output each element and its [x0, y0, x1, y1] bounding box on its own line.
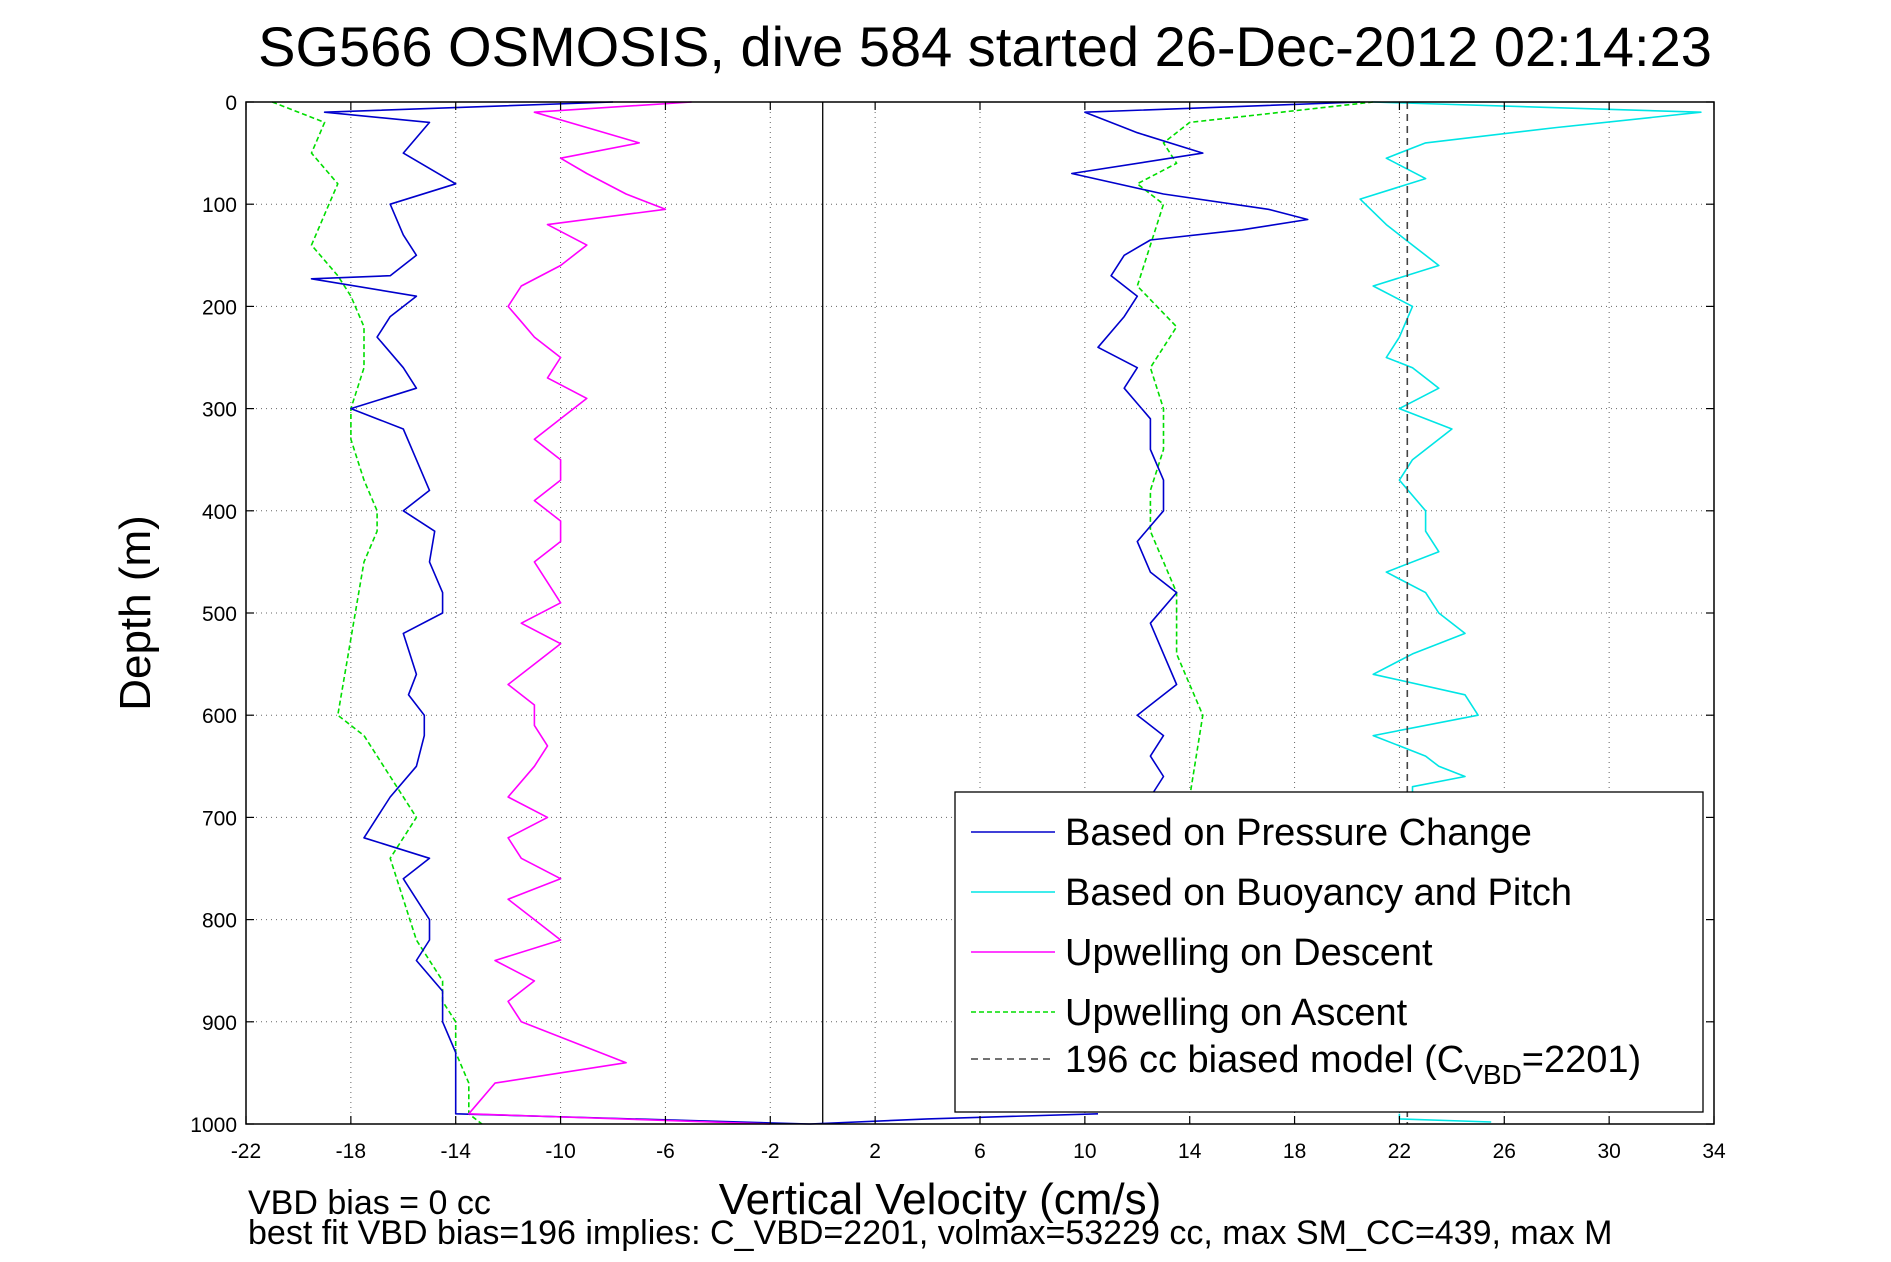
series-line — [809, 1113, 1099, 1125]
series-layer — [271, 101, 1702, 1125]
legend-box — [954, 791, 1704, 1113]
y-tick-label: 400 — [202, 501, 237, 524]
x-tick-label: -10 — [545, 1140, 575, 1163]
x-tick-label: -14 — [441, 1140, 472, 1163]
y-axis-label: Depth (m) — [111, 515, 160, 711]
series-line — [1359, 101, 1702, 797]
series-line — [1071, 101, 1361, 818]
y-tick-label: 200 — [202, 296, 237, 319]
legend: Based on Pressure Change Based on Buoyanc… — [954, 791, 1704, 1113]
legend-subscript: VBD — [1464, 1059, 1522, 1090]
legend-label: Based on Buoyancy and Pitch — [1065, 872, 1572, 914]
ticks: -22 -18 -14 -10 -6 -2 2 6 10 14 18 22 26 30 3401002003… — [190, 92, 1726, 1163]
x-tick-label: 22 — [1388, 1140, 1411, 1163]
y-tick-label: 600 — [202, 705, 237, 728]
y-tick-label: 300 — [202, 399, 237, 422]
y-tick-label: 800 — [202, 910, 237, 933]
x-tick-label: 6 — [974, 1140, 986, 1163]
chart-title: SG566 OSMOSIS, dive 584 started 26-Dec-2… — [258, 15, 1712, 78]
y-tick-label: 100 — [202, 194, 237, 217]
legend-label: Upwelling on Descent — [1065, 932, 1433, 974]
x-tick-label: 30 — [1597, 1140, 1620, 1163]
y-tick-label: 1000 — [190, 1114, 237, 1137]
legend-suffix: =2201) — [1522, 1039, 1641, 1081]
x-tick-label: -22 — [231, 1140, 261, 1163]
x-tick-label: 10 — [1073, 1140, 1096, 1163]
x-tick-label: 14 — [1178, 1140, 1202, 1163]
x-tick-label: 34 — [1702, 1140, 1726, 1163]
y-tick-label: 700 — [202, 807, 237, 830]
legend-label: Based on Pressure Change — [1065, 812, 1532, 854]
series-line — [271, 101, 483, 1125]
footnote-best-fit: best fit VBD bias=196 implies: C_VBD=220… — [248, 1214, 1612, 1252]
x-tick-label: 2 — [869, 1140, 881, 1163]
series-line — [310, 101, 810, 1125]
y-tick-label: 0 — [225, 92, 237, 115]
legend-label: 196 cc biased model (CVBD=2201) — [1065, 1039, 1641, 1090]
series-line — [1136, 101, 1374, 798]
x-tick-label: -6 — [656, 1140, 675, 1163]
x-axis-label: Vertical Velocity (cm/s) — [719, 1175, 1162, 1224]
grid — [246, 102, 1714, 1124]
legend-label: Upwelling on Ascent — [1065, 992, 1408, 1034]
x-tick-label: -18 — [336, 1140, 366, 1163]
x-tick-label: 26 — [1493, 1140, 1516, 1163]
y-tick-label: 500 — [202, 603, 237, 626]
x-tick-label: 18 — [1283, 1140, 1306, 1163]
y-tick-label: 900 — [202, 1012, 237, 1035]
footnote-vbd-bias: VBD bias = 0 cc — [248, 1184, 491, 1222]
series-line — [467, 101, 771, 1125]
x-tick-label: -2 — [761, 1140, 780, 1163]
